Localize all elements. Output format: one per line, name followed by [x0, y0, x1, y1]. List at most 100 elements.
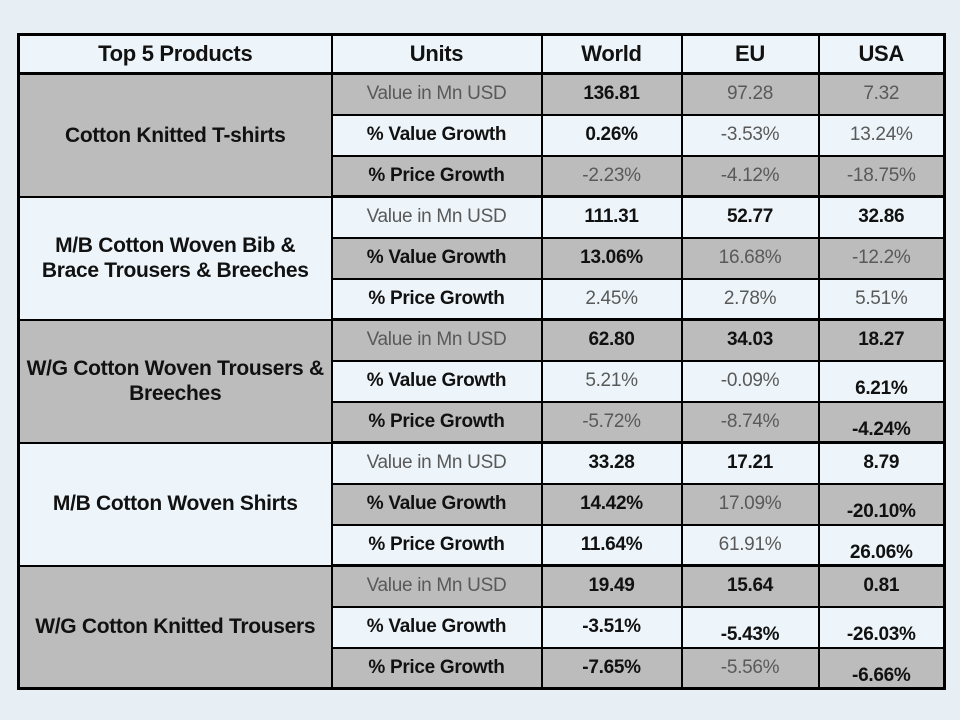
value-cell: 17.09%	[680, 482, 820, 526]
value-text: -5.43%	[720, 624, 780, 645]
product-cell: M/B Cotton Woven Bib & Brace Trousers & …	[17, 195, 333, 321]
header-row: Top 5 Products Units World EU USA	[17, 33, 946, 75]
product-cell: W/G Cotton Knitted Trousers	[17, 564, 333, 690]
value-cell: 16.68%	[680, 236, 820, 280]
value-cell: 52.77	[680, 195, 820, 239]
value-text: -18.75%	[846, 164, 916, 186]
value-cell: 7.32	[817, 72, 946, 116]
unit-label-cell: Value in Mn USD	[330, 72, 543, 116]
value-text: -4.24%	[852, 418, 911, 440]
value-text: 17.21	[726, 452, 774, 474]
value-text: 19.49	[588, 575, 635, 597]
value-text: -4.12%	[720, 164, 780, 186]
product-cell: M/B Cotton Woven Shirts	[17, 441, 333, 567]
value-cell: -3.53%	[680, 113, 820, 157]
value-text: -5.56%	[720, 656, 780, 678]
value-cell: -7.65%	[540, 646, 683, 690]
unit-label-cell: % Value Growth	[330, 605, 543, 649]
value-text: 13.24%	[849, 124, 913, 145]
value-cell: 15.64	[680, 564, 820, 608]
value-cell: 5.21%	[540, 359, 683, 403]
value-cell: -20.10%	[817, 482, 946, 526]
value-text: 2.78%	[723, 287, 777, 309]
value-text: 18.27	[858, 329, 905, 351]
unit-label-cell: % Value Growth	[330, 359, 543, 403]
value-cell: 19.49	[540, 564, 683, 608]
value-text: 52.77	[726, 206, 774, 228]
value-text: 15.64	[726, 575, 774, 597]
unit-label-cell: % Price Growth	[330, 277, 543, 321]
value-cell: -5.56%	[680, 646, 820, 690]
value-text: 2.45%	[585, 287, 638, 309]
value-text: 13.06%	[580, 247, 643, 268]
value-text: 33.28	[588, 452, 635, 474]
value-text: 7.32	[863, 83, 900, 105]
value-text: 16.68%	[718, 247, 782, 268]
unit-label-cell: % Price Growth	[330, 154, 543, 198]
value-cell: 62.80	[540, 318, 683, 362]
value-text: -26.03%	[846, 624, 916, 645]
value-cell: 13.06%	[540, 236, 683, 280]
value-text: -7.65%	[582, 656, 641, 678]
unit-label-cell: Value in Mn USD	[330, 441, 543, 485]
unit-label-cell: % Value Growth	[330, 482, 543, 526]
value-cell: 18.27	[817, 318, 946, 362]
value-text: 14.42%	[580, 493, 643, 514]
value-cell: 8.79	[817, 441, 946, 485]
value-cell: -3.51%	[540, 605, 683, 649]
value-text: -5.72%	[582, 410, 641, 432]
table-row: % Price Growth -2.23% -4.12% -18.75%	[19, 154, 946, 198]
value-cell: -26.03%	[817, 605, 946, 649]
table-row: % Value Growth 14.42% 17.09% -20.10%	[19, 482, 946, 526]
value-cell: -8.74%	[680, 400, 820, 444]
unit-label-cell: % Price Growth	[330, 400, 543, 444]
value-cell: -6.66%	[817, 646, 946, 690]
value-text: 97.28	[726, 83, 774, 105]
table-body: Cotton Knitted T-shirts Value in Mn USD 13…	[17, 72, 946, 690]
unit-label-cell: % Value Growth	[330, 113, 543, 157]
table-row: M/B Cotton Woven Bib & Brace Trousers & …	[17, 195, 946, 321]
value-cell: 11.64%	[540, 523, 683, 567]
value-text: 17.09%	[718, 493, 782, 514]
value-text: -12.2%	[852, 247, 911, 268]
value-cell: 34.03	[680, 318, 820, 362]
table-row: % Price Growth -7.65% -5.56% -6.66%	[19, 646, 946, 690]
value-cell: 14.42%	[540, 482, 683, 526]
value-cell: -0.09%	[680, 359, 820, 403]
table-row: Cotton Knitted T-shirts Value in Mn USD 13…	[17, 72, 946, 198]
value-text: 34.03	[726, 329, 774, 351]
top5-products-table: Top 5 Products Units World EU USA Cotton…	[17, 33, 946, 690]
value-text: 111.31	[584, 206, 639, 228]
unit-label-cell: Value in Mn USD	[330, 564, 543, 608]
value-text: -0.09%	[720, 370, 780, 391]
value-text: 8.79	[863, 452, 900, 474]
table-row: M/B Cotton Woven Shirts Value in Mn USD 33…	[17, 441, 946, 567]
value-text: -8.74%	[720, 410, 780, 432]
table-row: % Price Growth -5.72% -8.74% -4.24%	[19, 400, 946, 444]
value-cell: 111.31	[540, 195, 683, 239]
value-text: -20.10%	[846, 501, 916, 522]
unit-label-cell: % Price Growth	[330, 646, 543, 690]
unit-label-cell: % Value Growth	[330, 236, 543, 280]
value-cell: -4.12%	[680, 154, 820, 198]
value-cell: -2.23%	[540, 154, 683, 198]
table-header: Top 5 Products Units World EU USA	[17, 33, 946, 75]
value-cell: -5.72%	[540, 400, 683, 444]
header-usa: USA	[817, 33, 946, 75]
unit-label-cell: Value in Mn USD	[330, 318, 543, 362]
value-cell: 0.26%	[540, 113, 683, 157]
table-row: % Value Growth 13.06% 16.68% -12.2%	[19, 236, 946, 280]
table-row: % Value Growth 5.21% -0.09% 6.21%	[19, 359, 946, 403]
value-cell: 13.24%	[817, 113, 946, 157]
table-row: % Value Growth 0.26% -3.53% 13.24%	[19, 113, 946, 157]
value-cell: 32.86	[817, 195, 946, 239]
value-cell: 2.45%	[540, 277, 683, 321]
value-text: 5.51%	[855, 287, 908, 309]
header-products: Top 5 Products	[17, 33, 333, 75]
value-cell: 61.91%	[680, 523, 820, 567]
table-row: % Value Growth -3.51% -5.43% -26.03%	[19, 605, 946, 649]
value-cell: 97.28	[680, 72, 820, 116]
value-text: 32.86	[858, 206, 905, 228]
value-cell: -12.2%	[817, 236, 946, 280]
